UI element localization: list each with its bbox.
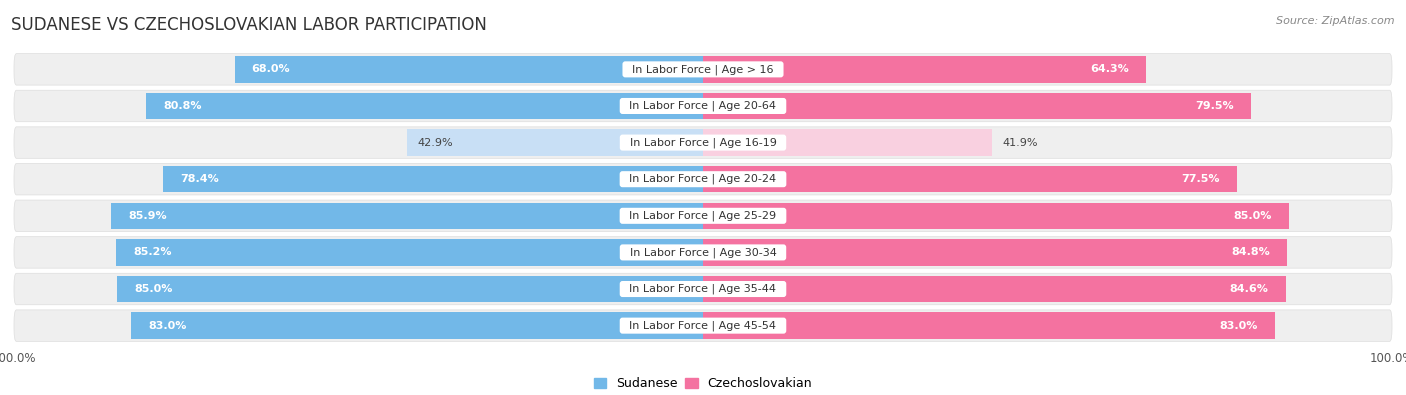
Bar: [235, 56, 703, 83]
Bar: [111, 203, 703, 229]
Text: 80.8%: 80.8%: [163, 101, 202, 111]
Text: 83.0%: 83.0%: [149, 321, 187, 331]
Text: 85.9%: 85.9%: [128, 211, 167, 221]
FancyBboxPatch shape: [14, 310, 1392, 341]
Bar: [703, 130, 991, 156]
Bar: [117, 239, 703, 265]
Text: In Labor Force | Age > 16: In Labor Force | Age > 16: [626, 64, 780, 75]
Bar: [146, 93, 703, 119]
Text: 64.3%: 64.3%: [1090, 64, 1129, 74]
Text: 41.9%: 41.9%: [1002, 137, 1038, 148]
FancyBboxPatch shape: [14, 54, 1392, 85]
Bar: [703, 276, 1286, 302]
Text: 84.6%: 84.6%: [1230, 284, 1268, 294]
Bar: [117, 276, 703, 302]
Text: 83.0%: 83.0%: [1219, 321, 1257, 331]
Text: In Labor Force | Age 35-44: In Labor Force | Age 35-44: [623, 284, 783, 294]
Text: 77.5%: 77.5%: [1181, 174, 1219, 184]
Text: 78.4%: 78.4%: [180, 174, 219, 184]
FancyBboxPatch shape: [14, 127, 1392, 158]
Text: SUDANESE VS CZECHOSLOVAKIAN LABOR PARTICIPATION: SUDANESE VS CZECHOSLOVAKIAN LABOR PARTIC…: [11, 16, 486, 34]
FancyBboxPatch shape: [14, 164, 1392, 195]
Bar: [703, 203, 1289, 229]
Text: In Labor Force | Age 45-54: In Labor Force | Age 45-54: [623, 320, 783, 331]
Bar: [408, 130, 703, 156]
Bar: [703, 312, 1275, 339]
Text: 85.0%: 85.0%: [1233, 211, 1271, 221]
Text: In Labor Force | Age 16-19: In Labor Force | Age 16-19: [623, 137, 783, 148]
Text: In Labor Force | Age 25-29: In Labor Force | Age 25-29: [623, 211, 783, 221]
Text: Source: ZipAtlas.com: Source: ZipAtlas.com: [1277, 16, 1395, 26]
Text: 84.8%: 84.8%: [1232, 247, 1270, 258]
Text: 42.9%: 42.9%: [418, 137, 453, 148]
Text: In Labor Force | Age 30-34: In Labor Force | Age 30-34: [623, 247, 783, 258]
Legend: Sudanese, Czechoslovakian: Sudanese, Czechoslovakian: [589, 372, 817, 395]
Text: In Labor Force | Age 20-24: In Labor Force | Age 20-24: [623, 174, 783, 184]
Text: 85.0%: 85.0%: [135, 284, 173, 294]
Text: 68.0%: 68.0%: [252, 64, 291, 74]
FancyBboxPatch shape: [14, 90, 1392, 122]
Text: 85.2%: 85.2%: [134, 247, 172, 258]
Bar: [703, 166, 1237, 192]
Text: 79.5%: 79.5%: [1195, 101, 1233, 111]
FancyBboxPatch shape: [14, 200, 1392, 231]
Bar: [131, 312, 703, 339]
Bar: [703, 56, 1146, 83]
FancyBboxPatch shape: [14, 273, 1392, 305]
Bar: [703, 239, 1288, 265]
Text: In Labor Force | Age 20-64: In Labor Force | Age 20-64: [623, 101, 783, 111]
Bar: [703, 93, 1251, 119]
Bar: [163, 166, 703, 192]
FancyBboxPatch shape: [14, 237, 1392, 268]
